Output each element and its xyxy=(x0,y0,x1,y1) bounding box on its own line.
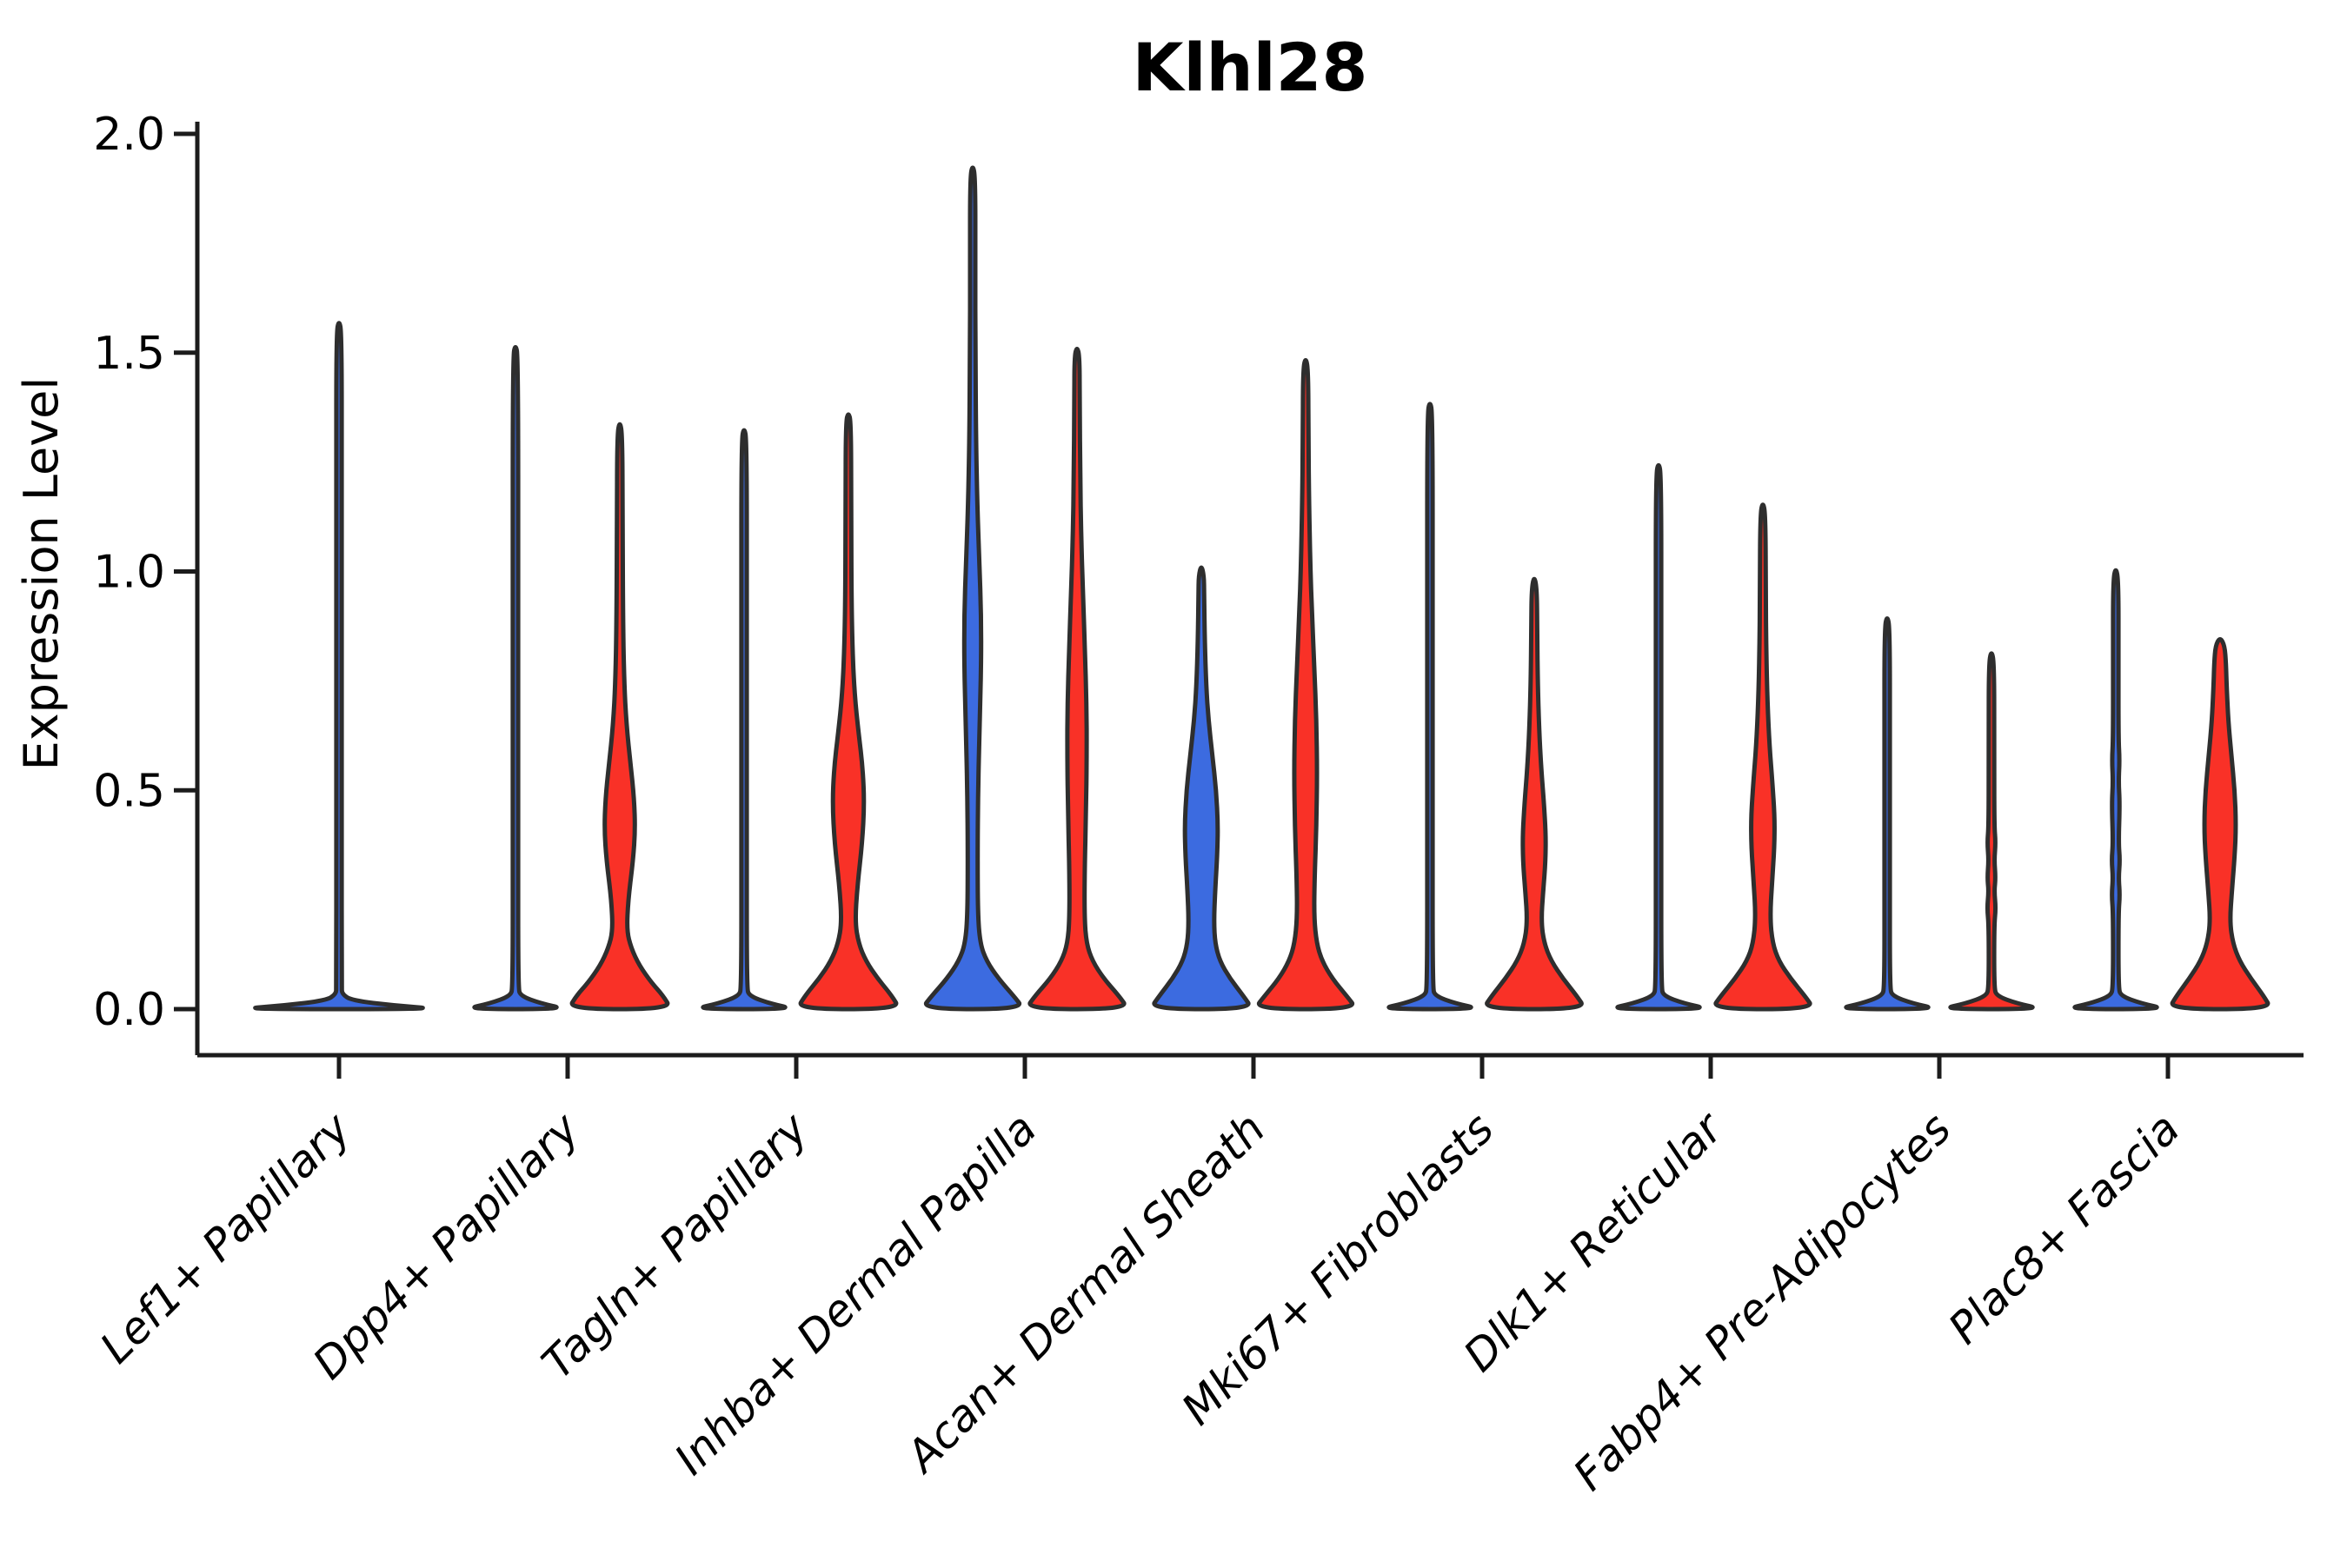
y-tick-label: 1.0 xyxy=(93,547,165,599)
violin-fabp4-left xyxy=(1844,616,1931,1012)
y-tick-label: 0.0 xyxy=(93,984,165,1036)
violin-dpp4-left xyxy=(472,344,559,1012)
y-tick-label: 0.5 xyxy=(93,765,165,817)
violin-dpp4-right xyxy=(569,422,670,1012)
violin-tagln-right xyxy=(798,412,899,1012)
violin-plac8-left xyxy=(2072,568,2159,1012)
violin-lef1-center xyxy=(253,321,425,1012)
violin-tagln-left xyxy=(701,428,788,1012)
y-axis-label: Expression Level xyxy=(14,377,69,771)
violin-inhba-right xyxy=(1027,346,1127,1012)
violin-mki67-right xyxy=(1485,576,1584,1012)
violin-acan-right xyxy=(1256,358,1355,1012)
violin-plac8-right xyxy=(2170,637,2271,1012)
y-tick-label: 1.5 xyxy=(93,328,165,380)
violin-fabp4-right xyxy=(1948,651,2035,1012)
violin-mki67-left xyxy=(1386,402,1473,1012)
y-tick-label: 2.0 xyxy=(93,109,165,161)
violin-dlk1-right xyxy=(1713,502,1812,1012)
violin-dlk1-left xyxy=(1615,462,1702,1012)
violin-acan-left xyxy=(1152,565,1251,1012)
violin-inhba-left xyxy=(923,165,1022,1012)
chart-title: Klhl28 xyxy=(1133,29,1368,106)
